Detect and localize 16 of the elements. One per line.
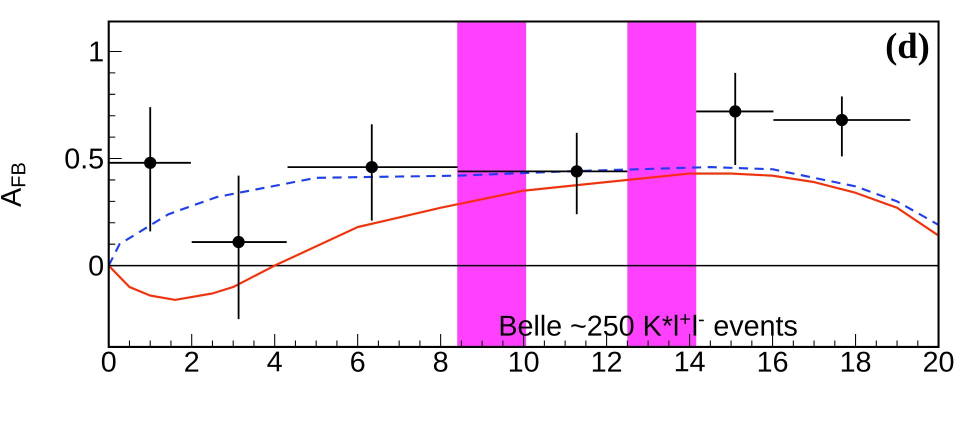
x-tick-label: 14 — [676, 352, 705, 372]
y-tick-label: 0 — [89, 255, 103, 276]
y-axis-title: A$_{FB}$ — [1, 163, 26, 207]
x-tick-label: 16 — [758, 352, 788, 372]
x-tick-label: 6 — [351, 352, 364, 372]
x-tick-label: 0 — [102, 352, 116, 372]
x-tick-label: 10 — [510, 352, 538, 372]
x-tick-label: 4 — [267, 352, 282, 372]
x-tick-label: 2 — [185, 352, 198, 372]
y-tick-label: 0.5 — [65, 148, 103, 169]
x-tick-label: 18 — [842, 352, 870, 372]
x-tick-label: 20 — [924, 352, 954, 372]
annotation: (d) — [886, 32, 928, 66]
x-tick-label: 8 — [434, 352, 448, 372]
x-tick-label: 12 — [592, 352, 622, 372]
y-tick-label: 1 — [90, 42, 103, 62]
